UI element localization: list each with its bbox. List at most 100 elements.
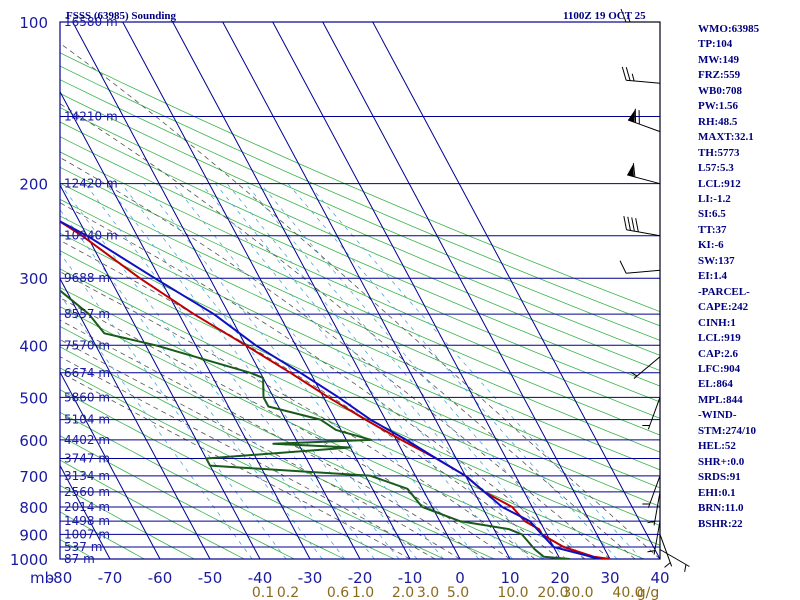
mixing-ratio-label: g/g xyxy=(637,585,660,600)
isotherm xyxy=(59,278,211,560)
wind-barb xyxy=(659,534,673,568)
wind-barb xyxy=(627,163,661,185)
wind-barb xyxy=(623,216,661,237)
index-row: LI:-1.2 xyxy=(698,192,731,205)
index-row: MAXT:32.1 xyxy=(698,131,754,144)
time-title: 1100Z 19 OCT 25 xyxy=(563,10,646,22)
isotherm xyxy=(59,465,111,560)
temp-tick-label: -50 xyxy=(198,569,223,587)
isotherm xyxy=(322,21,611,560)
index-row: FRZ:559 xyxy=(698,69,741,82)
index-row: SW:137 xyxy=(698,254,735,267)
dewpoint-line xyxy=(60,289,571,559)
index-row: TT:37 xyxy=(698,223,727,236)
index-row: EL:864 xyxy=(698,378,733,391)
index-row: -PARCEL- xyxy=(698,285,750,298)
index-row: BSHR:22 xyxy=(698,517,743,530)
index-row: BRN:11.0 xyxy=(698,502,744,515)
height-label: 537 m xyxy=(64,540,102,554)
wind-barb xyxy=(627,108,661,133)
index-row: WMO:63985 xyxy=(698,23,760,35)
index-row: EI:1.4 xyxy=(698,270,728,283)
mixing-ratio-label: 30.0 xyxy=(562,585,593,600)
height-label: 1007 m xyxy=(64,527,110,541)
height-label: 1498 m xyxy=(64,514,110,528)
pressure-label-800: 800 xyxy=(19,499,48,517)
pressure-label-900: 900 xyxy=(19,526,48,544)
isotherm xyxy=(172,21,461,560)
temperature-line xyxy=(60,220,611,559)
index-row: CAP:2.6 xyxy=(698,347,739,360)
index-row: L57:5.3 xyxy=(698,162,734,175)
index-row: PW:1.56 xyxy=(698,100,739,113)
index-row: SHR+:0.0 xyxy=(698,455,745,468)
isotherm xyxy=(272,21,561,560)
mixing-ratio-label: 3.0 xyxy=(417,585,439,600)
temp-tick-label: -10 xyxy=(398,569,423,587)
mixing-ratio-label: 0.1 xyxy=(252,585,274,600)
index-row: LFC:904 xyxy=(698,362,741,375)
wind-barb xyxy=(647,521,661,555)
wind-barb xyxy=(621,66,661,84)
temp-tick-label: 30 xyxy=(600,569,619,587)
wind-barb xyxy=(620,8,660,23)
indices-panel: WMO:63985 TP:104 MW:149 FRZ:559 WB0:708 PW:1.… xyxy=(698,22,800,532)
mixing-ratio-line xyxy=(105,183,400,559)
wind-barb xyxy=(647,491,661,526)
isotherm xyxy=(59,91,311,560)
index-row: MW:149 xyxy=(698,53,739,66)
mixing-ratio-label: 0.2 xyxy=(277,585,299,600)
wind-barb xyxy=(630,356,661,379)
mixing-ratio-line xyxy=(226,183,544,559)
height-label: 3134 m xyxy=(64,469,110,483)
height-label: 2560 m xyxy=(64,485,110,499)
mixing-ratio-label: 1.0 xyxy=(352,585,374,600)
wind-barb xyxy=(659,549,690,572)
parcel-line xyxy=(60,220,601,559)
index-row: EHI:0.1 xyxy=(698,486,736,499)
pressure-label-300: 300 xyxy=(19,270,48,288)
temp-tick-label: -20 xyxy=(348,569,373,587)
pressure-label-700: 700 xyxy=(19,468,48,486)
mixing-ratio-line xyxy=(307,183,642,559)
pressure-label-600: 600 xyxy=(19,432,48,450)
mixing-ratio-label: 20.0 xyxy=(537,585,568,600)
pressure-label-400: 400 xyxy=(19,337,48,355)
isotherm xyxy=(59,184,261,560)
temp-tick-label: 40 xyxy=(650,569,669,587)
wind-barb xyxy=(619,260,661,274)
isotherm xyxy=(72,21,361,560)
index-row: TP:104 xyxy=(698,38,733,51)
height-label: 9688 m xyxy=(64,271,110,285)
isotherm xyxy=(222,21,511,560)
wind-barb xyxy=(642,397,661,430)
height-label: 2014 m xyxy=(64,500,110,514)
mixing-ratio-label: 40.0 xyxy=(612,585,643,600)
isotherm xyxy=(372,21,661,560)
index-row: RH:48.5 xyxy=(698,115,738,128)
height-label: 8557 m xyxy=(64,307,110,321)
height-label: 5860 m xyxy=(64,390,110,404)
height-label: 10940 m xyxy=(64,229,118,243)
mixing-ratio-label: 2.0 xyxy=(392,585,414,600)
index-row: LCL:919 xyxy=(698,332,741,345)
pressure-label-200: 200 xyxy=(19,176,48,194)
height-label: 14210 m xyxy=(64,110,118,124)
pressure-label-100: 100 xyxy=(19,14,48,32)
index-row: TH:5773 xyxy=(698,146,740,159)
height-label: 7570 m xyxy=(64,338,110,352)
temp-tick-label: 10 xyxy=(500,569,519,587)
mixing-ratio-label: 5.0 xyxy=(447,585,469,600)
temp-tick-label: 20 xyxy=(550,569,569,587)
pressure-label-1000: 1000 xyxy=(10,551,48,569)
index-row: CINH:1 xyxy=(698,316,736,329)
isotherm xyxy=(122,21,411,560)
temp-tick-label: 0 xyxy=(455,569,465,587)
index-row: SI:6.5 xyxy=(698,208,726,221)
mixing-ratio-label: 10.0 xyxy=(497,585,528,600)
wind-barb xyxy=(642,475,661,508)
index-row: WB0:708 xyxy=(698,84,742,97)
height-label: 5104 m xyxy=(64,413,110,427)
index-row: STM:274/10 xyxy=(698,424,757,437)
